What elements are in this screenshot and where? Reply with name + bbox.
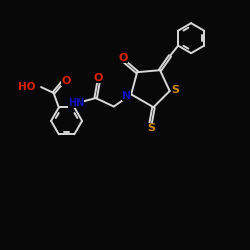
Text: O: O	[62, 76, 71, 86]
Text: N: N	[122, 91, 131, 101]
Text: S: S	[171, 85, 179, 95]
Text: S: S	[148, 123, 156, 133]
Text: O: O	[119, 54, 128, 64]
Text: HN: HN	[68, 98, 84, 108]
Text: O: O	[94, 73, 103, 83]
Text: HO: HO	[18, 82, 36, 92]
